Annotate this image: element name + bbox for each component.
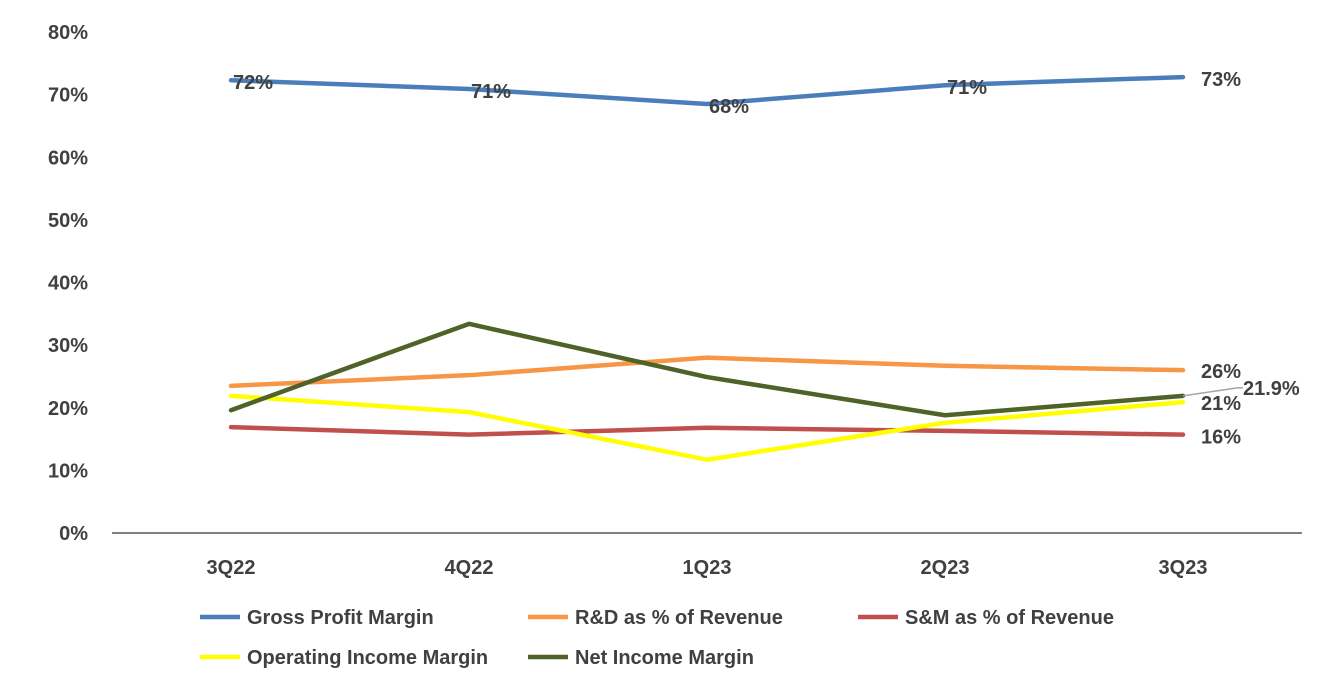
series-line-0 bbox=[228, 74, 1186, 107]
data-label: 71% bbox=[471, 81, 511, 103]
x-tick-label: 3Q22 bbox=[207, 557, 256, 579]
legend-label: Net Income Margin bbox=[575, 647, 754, 669]
y-tick-label: 40% bbox=[48, 273, 88, 295]
series-line-2 bbox=[228, 424, 1186, 437]
data-label: 72% bbox=[233, 72, 273, 94]
y-tick-label: 30% bbox=[48, 335, 88, 357]
data-label: 16% bbox=[1201, 427, 1241, 449]
y-tick-label: 20% bbox=[48, 398, 88, 420]
x-tick-label: 3Q23 bbox=[1159, 557, 1208, 579]
legend-label: R&D as % of Revenue bbox=[575, 607, 783, 629]
y-tick-label: 70% bbox=[48, 85, 88, 107]
legend-label: S&M as % of Revenue bbox=[905, 607, 1114, 629]
legend-label: Operating Income Margin bbox=[247, 647, 488, 669]
series-line-4 bbox=[228, 321, 1186, 418]
y-tick-label: 50% bbox=[48, 210, 88, 232]
legend-label: Gross Profit Margin bbox=[247, 607, 434, 629]
y-tick-label: 10% bbox=[48, 460, 88, 482]
data-label: 26% bbox=[1201, 361, 1241, 383]
y-tick-label: 60% bbox=[48, 147, 88, 169]
x-tick-label: 4Q22 bbox=[445, 557, 494, 579]
data-label: 73% bbox=[1201, 69, 1241, 91]
y-tick-label: 0% bbox=[59, 523, 88, 545]
y-tick-label: 80% bbox=[48, 22, 88, 44]
data-label: 21.9% bbox=[1243, 378, 1300, 400]
data-label: 71% bbox=[947, 77, 987, 99]
series-line-3 bbox=[228, 393, 1186, 462]
x-tick-label: 1Q23 bbox=[683, 557, 732, 579]
data-label: 21% bbox=[1201, 393, 1241, 415]
data-label-leader-line bbox=[1182, 387, 1243, 397]
series-line-1 bbox=[228, 355, 1186, 389]
data-label: 68% bbox=[709, 96, 749, 118]
x-tick-label: 2Q23 bbox=[921, 557, 970, 579]
